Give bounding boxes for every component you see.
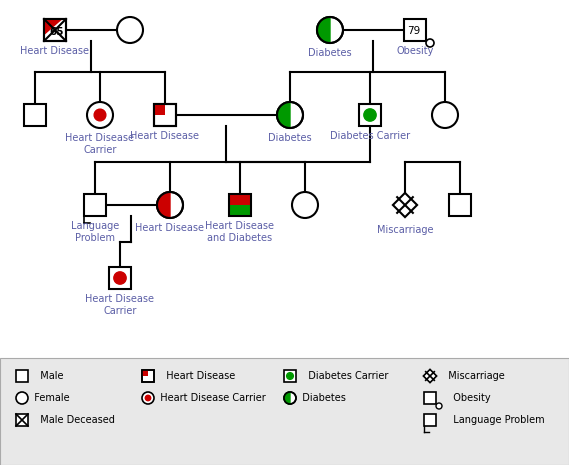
- Circle shape: [87, 102, 113, 128]
- Text: Diabetes: Diabetes: [268, 133, 312, 143]
- Text: 79: 79: [407, 26, 420, 36]
- Text: Diabetes Carrier: Diabetes Carrier: [330, 131, 410, 141]
- Text: Male Deceased: Male Deceased: [34, 415, 115, 425]
- Bar: [142, 370, 148, 376]
- Text: Heart Disease Carrier: Heart Disease Carrier: [154, 393, 266, 403]
- Circle shape: [114, 272, 126, 284]
- Circle shape: [142, 392, 154, 404]
- Circle shape: [364, 109, 376, 121]
- Circle shape: [277, 102, 303, 128]
- Bar: [16, 370, 28, 382]
- Wedge shape: [317, 17, 330, 43]
- Wedge shape: [284, 392, 290, 404]
- Bar: [84, 194, 106, 216]
- Circle shape: [292, 192, 318, 218]
- Text: Heart Disease: Heart Disease: [160, 371, 235, 381]
- Circle shape: [94, 109, 106, 121]
- Text: Female: Female: [28, 393, 69, 403]
- Bar: [44, 19, 66, 41]
- Text: Heart Disease
Carrier: Heart Disease Carrier: [85, 294, 155, 316]
- Text: Diabetes: Diabetes: [308, 48, 352, 58]
- Bar: [424, 392, 436, 404]
- Circle shape: [284, 392, 296, 404]
- Text: Heart Disease: Heart Disease: [130, 131, 200, 141]
- Bar: [229, 194, 251, 205]
- Bar: [142, 370, 154, 382]
- Text: Heart Disease
and Diabetes: Heart Disease and Diabetes: [205, 221, 274, 243]
- Bar: [404, 19, 426, 41]
- Circle shape: [317, 17, 343, 43]
- Bar: [154, 104, 176, 126]
- Text: Diabetes: Diabetes: [296, 393, 346, 403]
- Bar: [154, 104, 176, 126]
- Text: Language
Problem: Language Problem: [71, 221, 119, 243]
- Bar: [359, 104, 381, 126]
- Circle shape: [157, 192, 183, 218]
- Text: Miscarriage: Miscarriage: [377, 225, 433, 235]
- Polygon shape: [393, 193, 417, 217]
- Text: Language Problem: Language Problem: [447, 415, 545, 425]
- Circle shape: [117, 17, 143, 43]
- Bar: [109, 267, 131, 289]
- Bar: [229, 205, 251, 216]
- Bar: [0, 358, 569, 465]
- Text: Heart Disease
Carrier: Heart Disease Carrier: [65, 133, 134, 154]
- Circle shape: [436, 403, 442, 409]
- Bar: [24, 104, 46, 126]
- Bar: [16, 414, 28, 426]
- Circle shape: [287, 372, 294, 379]
- Bar: [142, 370, 154, 382]
- Text: Heart Disease: Heart Disease: [20, 46, 89, 56]
- Text: Obesity: Obesity: [397, 46, 434, 56]
- Bar: [424, 414, 436, 426]
- Bar: [229, 194, 251, 216]
- Circle shape: [16, 392, 28, 404]
- Circle shape: [145, 395, 151, 401]
- Bar: [284, 370, 296, 382]
- Wedge shape: [157, 192, 170, 218]
- Polygon shape: [423, 369, 436, 383]
- Text: Obesity: Obesity: [447, 393, 490, 403]
- Bar: [154, 104, 165, 115]
- Bar: [449, 194, 471, 216]
- Text: Diabetes Carrier: Diabetes Carrier: [302, 371, 389, 381]
- Circle shape: [432, 102, 458, 128]
- Text: Male: Male: [34, 371, 64, 381]
- Circle shape: [426, 39, 434, 47]
- Text: Miscarriage: Miscarriage: [443, 371, 505, 381]
- Polygon shape: [44, 19, 61, 34]
- Bar: [44, 19, 66, 41]
- Text: 65: 65: [50, 27, 64, 37]
- Wedge shape: [277, 102, 290, 128]
- Text: Heart Disease: Heart Disease: [135, 223, 204, 233]
